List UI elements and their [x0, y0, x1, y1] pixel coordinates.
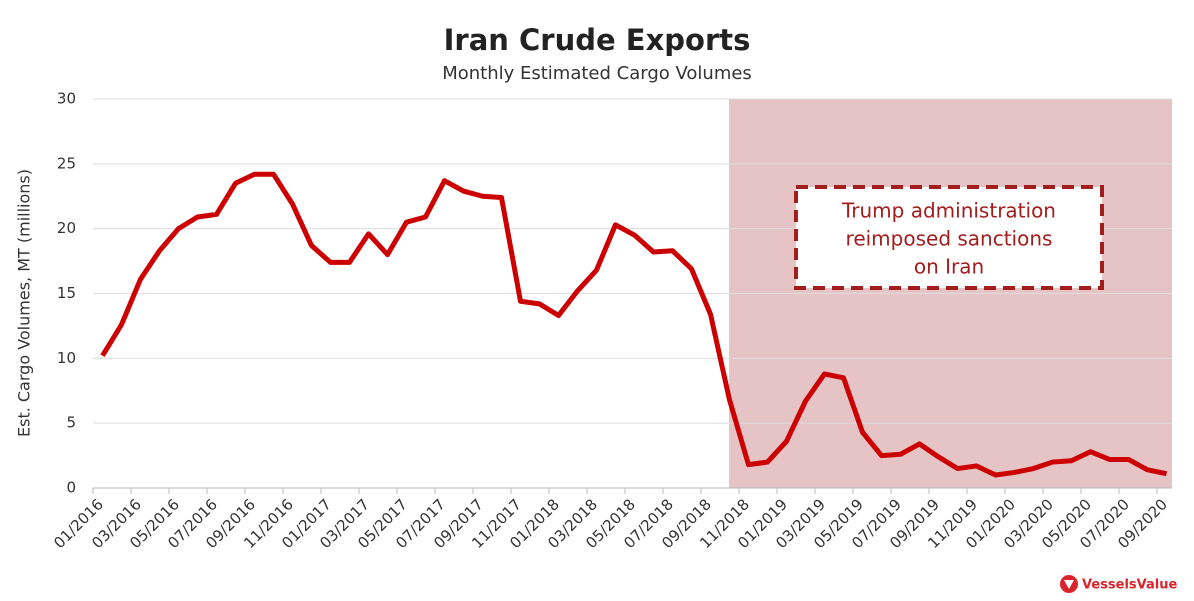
y-tick-label: 15 — [57, 284, 76, 302]
brand-name: VesselsValue — [1082, 578, 1177, 593]
y-tick-label: 10 — [57, 349, 76, 367]
annotation-line: reimposed sanctions — [846, 227, 1053, 251]
data-line — [100, 171, 1168, 478]
brand-icon-mark — [1064, 580, 1074, 589]
y-tick-label: 5 — [66, 414, 76, 432]
y-tick-label: 25 — [57, 154, 76, 172]
annotation-line: on Iran — [914, 255, 984, 279]
y-tick-label: 0 — [66, 479, 76, 497]
chart-subtitle: Monthly Estimated Cargo Volumes — [442, 63, 752, 84]
brand-logo: VesselsValue — [1060, 575, 1177, 593]
y-tick-label: 20 — [57, 219, 76, 237]
annotation-box — [794, 185, 1104, 290]
chart-title: Iran Crude Exports — [444, 23, 751, 57]
y-axis-label: Est. Cargo Volumes, MT (millions) — [15, 169, 34, 437]
y-tick-label: 30 — [57, 90, 76, 108]
annotation-line: Trump administration — [841, 199, 1056, 223]
